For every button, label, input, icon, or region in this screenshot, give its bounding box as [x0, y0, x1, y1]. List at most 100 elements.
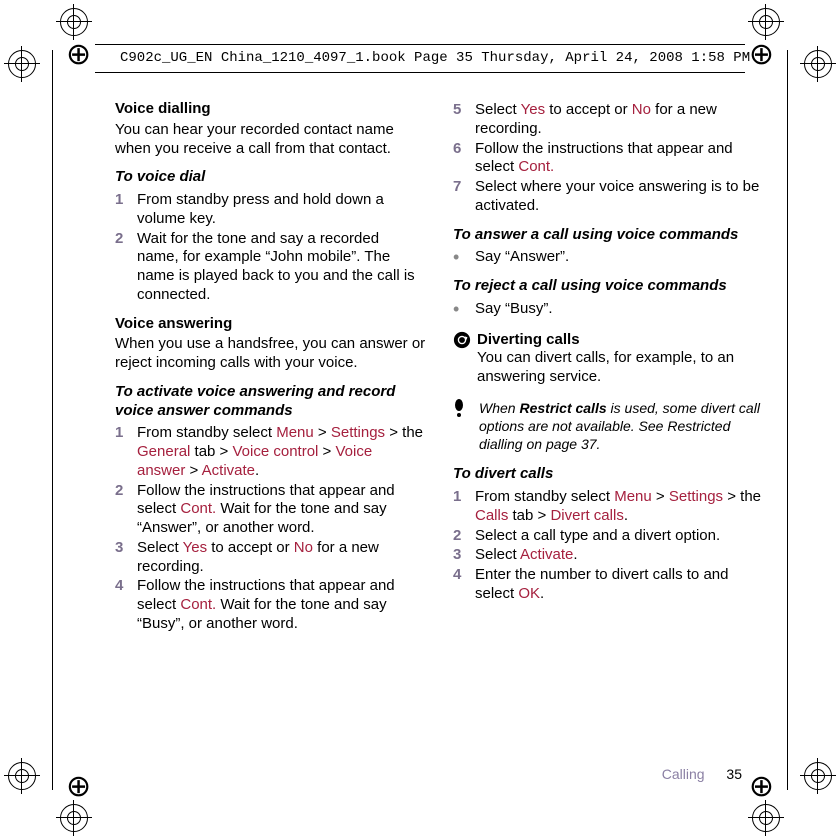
divert-icon [453, 331, 471, 355]
info-icon [453, 399, 471, 454]
step-text: Enter the number to divert calls to and … [475, 566, 765, 604]
bullet-icon: • [453, 300, 475, 319]
menu-path: Activate [520, 546, 573, 563]
step-number: 3 [453, 546, 475, 565]
step-number: 2 [115, 482, 137, 538]
page-header: C902c_UG_EN China_1210_4097_1.book Page … [120, 50, 750, 66]
step-4: 4 Enter the number to divert calls to an… [453, 566, 765, 604]
menu-path: Activate [202, 462, 255, 479]
step-number: 1 [115, 191, 137, 229]
step-number: 3 [115, 539, 137, 577]
step-number: 2 [115, 230, 137, 305]
text: tab > [190, 443, 232, 460]
step-2: 2 Select a call type and a divert option… [453, 527, 765, 546]
registration-mark-icon [752, 804, 780, 832]
step-number: 1 [453, 488, 475, 526]
header-rule-bottom [95, 72, 745, 73]
text: Select [475, 546, 520, 563]
text: From standby select [475, 488, 614, 505]
menu-path: Settings [331, 424, 385, 441]
crop-corner-icon: ⊕ [749, 40, 774, 70]
crop-line-right [787, 50, 788, 790]
menu-path: Divert calls [550, 507, 623, 524]
registration-mark-icon [60, 804, 88, 832]
step-text: Wait for the tone and say a recorded nam… [137, 230, 427, 305]
header-rule-top [95, 44, 745, 45]
crop-corner-icon: ⊕ [749, 772, 774, 802]
bullet-item: • Say “Answer”. [453, 248, 765, 267]
step-text: Select Yes to accept or No for a new rec… [475, 101, 765, 139]
bullet-text: Say “Answer”. [475, 248, 569, 267]
menu-path: Cont. [180, 596, 216, 613]
text: > the [723, 488, 761, 505]
heading-activate-voice-answer: To activate voice answering and record v… [115, 383, 427, 421]
menu-path: Cont. [180, 500, 216, 517]
step-number: 7 [453, 178, 475, 216]
step-1: 1 From standby select Menu > Settings > … [453, 488, 765, 526]
paragraph: When you use a handsfree, you can answer… [115, 335, 427, 373]
step-4: 4 Follow the instructions that appear an… [115, 577, 427, 633]
step-text: Follow the instructions that appear and … [137, 577, 427, 633]
text-bold: Restrict calls [519, 400, 606, 416]
text: Select [137, 539, 183, 556]
step-number: 4 [453, 566, 475, 604]
heading-diverting-calls: Diverting calls [477, 331, 765, 350]
menu-path: No [632, 101, 651, 118]
menu-path: Menu [614, 488, 652, 505]
heading-voice-answering: Voice answering [115, 315, 427, 334]
text: . [573, 546, 577, 563]
step-7: 7 Select where your voice answering is t… [453, 178, 765, 216]
step-number: 4 [115, 577, 137, 633]
text: to accept or [207, 539, 294, 556]
crop-corner-icon: ⊕ [66, 772, 91, 802]
step-6: 6 Follow the instructions that appear an… [453, 140, 765, 178]
text: Follow the instructions that appear and … [475, 140, 733, 176]
step-text: Select where your voice answering is to … [475, 178, 765, 216]
text: to accept or [545, 101, 632, 118]
menu-path: Settings [669, 488, 723, 505]
step-number: 5 [453, 101, 475, 139]
step-3: 3 Select Activate. [453, 546, 765, 565]
step-5: 5 Select Yes to accept or No for a new r… [453, 101, 765, 139]
step-text: From standby press and hold down a volum… [137, 191, 427, 229]
text: tab > [508, 507, 550, 524]
registration-mark-icon [8, 762, 36, 790]
menu-path: No [294, 539, 313, 556]
text: > [314, 424, 331, 441]
bullet-text: Say “Busy”. [475, 300, 553, 319]
text: > the [385, 424, 423, 441]
section-diverting: Diverting calls You can divert calls, fo… [453, 331, 765, 387]
right-column: 5 Select Yes to accept or No for a new r… [453, 100, 765, 635]
step-text: From standby select Menu > Settings > th… [137, 424, 427, 480]
text: . [624, 507, 628, 524]
menu-path: OK [518, 585, 540, 602]
menu-path: Yes [183, 539, 207, 556]
menu-path: Yes [521, 101, 545, 118]
text: > [185, 462, 201, 479]
menu-path: Cont. [518, 158, 554, 175]
text: From standby select [137, 424, 276, 441]
heading-answer-voice: To answer a call using voice commands [453, 226, 765, 245]
step-number: 1 [115, 424, 137, 480]
crop-line-left [52, 50, 53, 790]
paragraph: You can hear your recorded contact name … [115, 121, 427, 159]
page-content: Voice dialling You can hear your recorde… [115, 100, 765, 635]
text: Select [475, 101, 521, 118]
registration-mark-icon [60, 8, 88, 36]
registration-mark-icon [804, 762, 832, 790]
text: When [479, 400, 519, 416]
menu-path: General [137, 443, 190, 460]
registration-mark-icon [804, 50, 832, 78]
text: . [540, 585, 544, 602]
menu-path: Voice control [233, 443, 319, 460]
step-text: Select Activate. [475, 546, 765, 565]
menu-path: Menu [276, 424, 314, 441]
page-number: 35 [726, 766, 742, 782]
heading-voice-dialling: Voice dialling [115, 100, 427, 119]
heading-to-divert: To divert calls [453, 465, 765, 484]
text: > [652, 488, 669, 505]
note-text: When Restrict calls is used, some divert… [479, 399, 765, 454]
step-number: 6 [453, 140, 475, 178]
bullet-icon: • [453, 248, 475, 267]
step-2: 2 Wait for the tone and say a recorded n… [115, 230, 427, 305]
